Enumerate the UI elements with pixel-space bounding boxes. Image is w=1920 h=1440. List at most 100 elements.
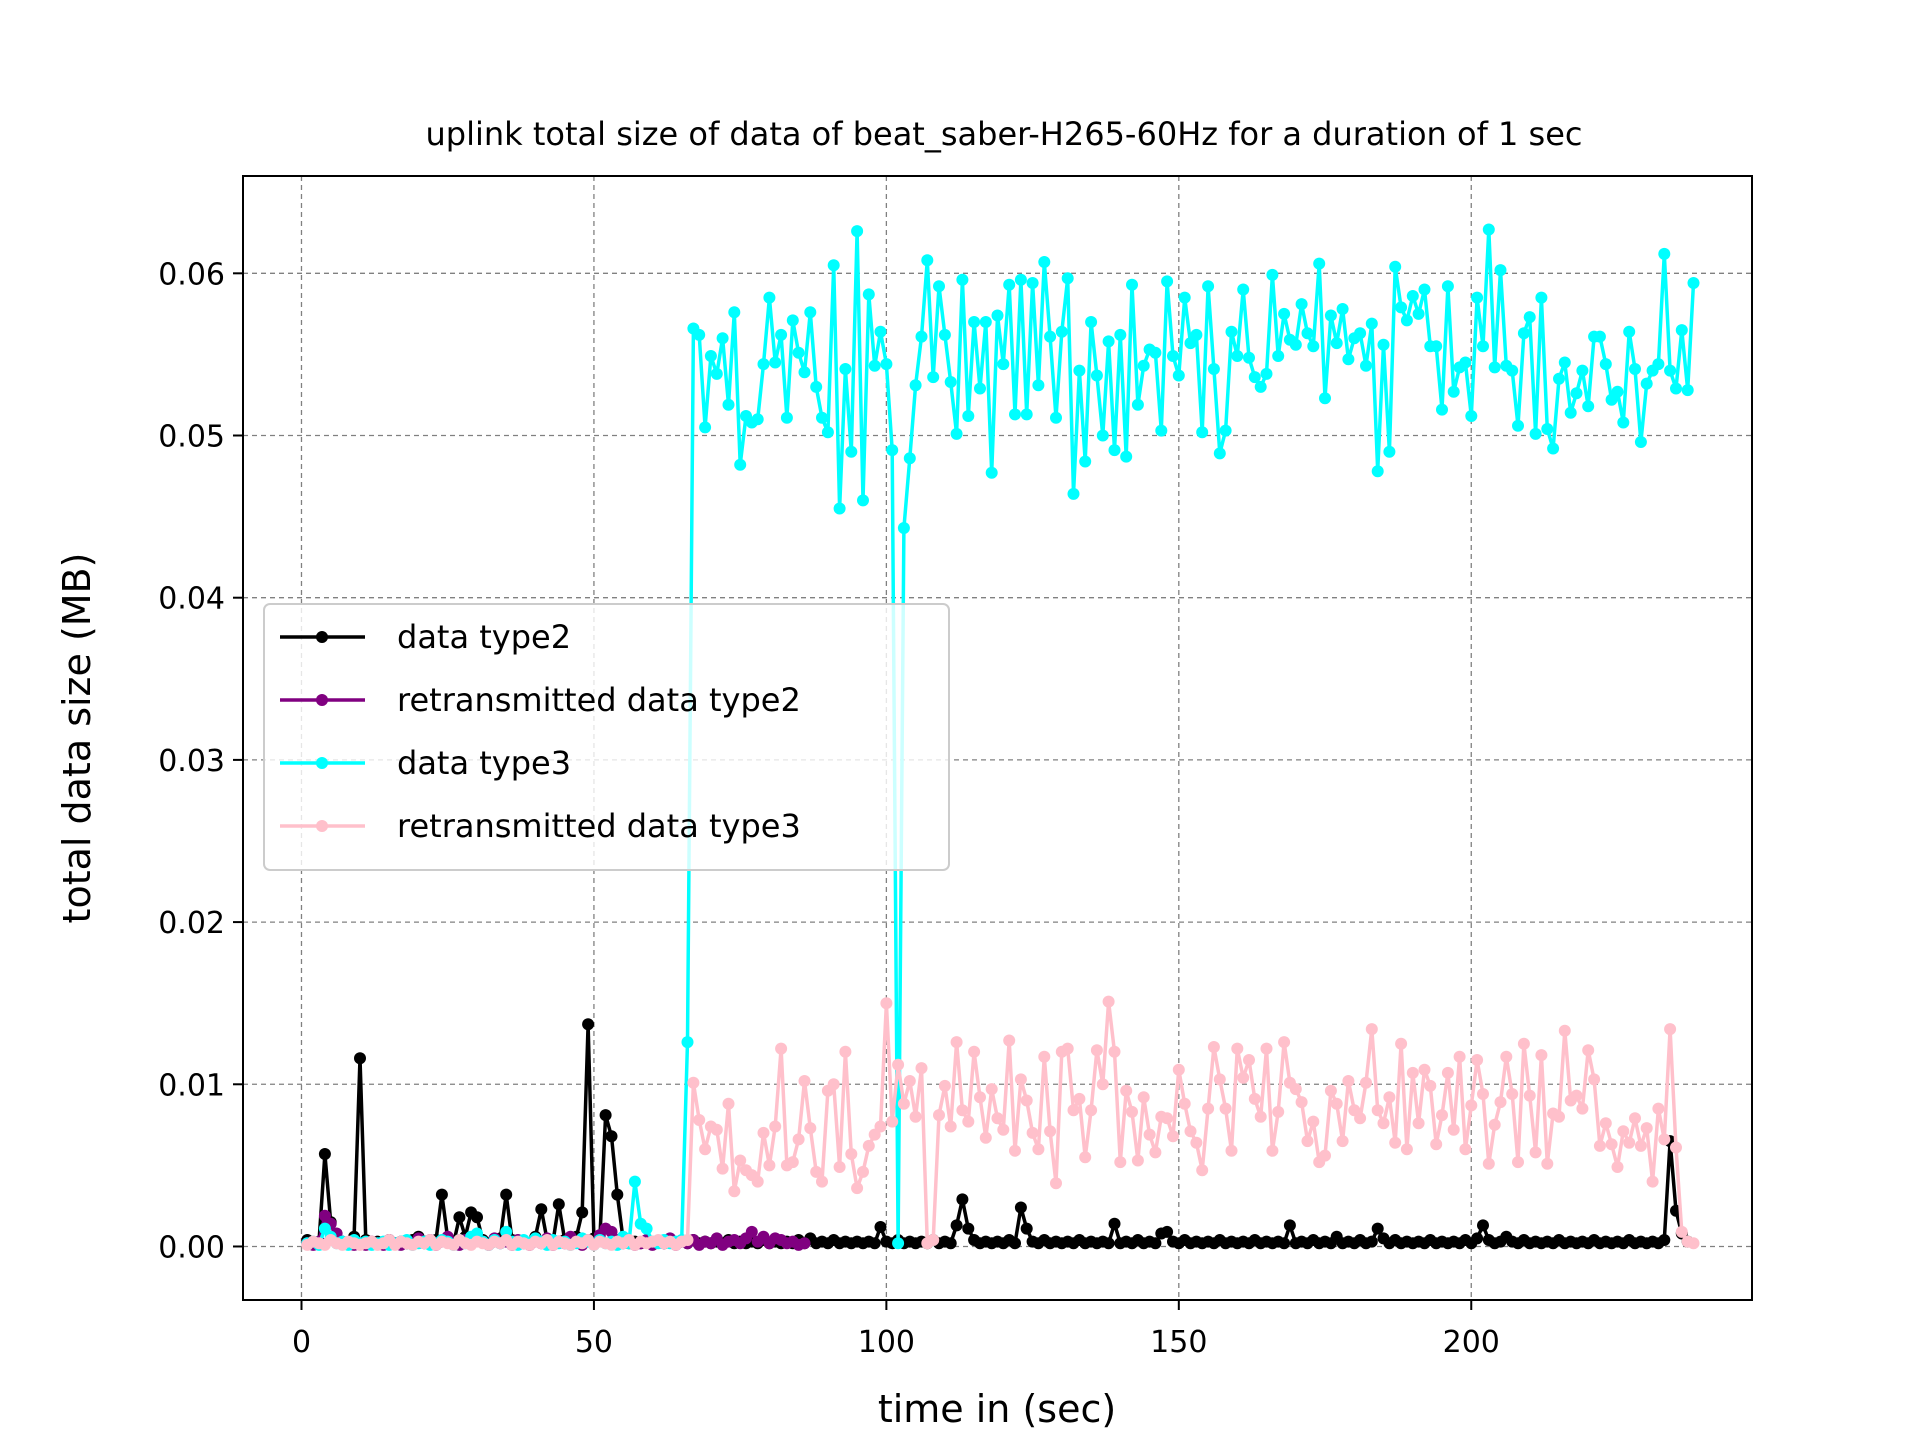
data-point (751, 1175, 764, 1188)
data-point (1477, 340, 1489, 353)
data-point (845, 445, 858, 458)
data-point (704, 350, 717, 362)
data-point (1687, 1237, 1700, 1250)
data-point (997, 1123, 1010, 1136)
y-tick-label: 0.05 (158, 420, 225, 455)
data-point (979, 1131, 992, 1144)
data-point (1161, 1225, 1174, 1238)
data-point (728, 1185, 741, 1198)
data-point (1652, 1102, 1665, 1115)
data-point (1482, 223, 1495, 236)
legend-swatch-marker (316, 820, 328, 832)
data-point (1418, 1063, 1431, 1076)
legend-label: data type3 (397, 744, 571, 782)
data-point (1231, 350, 1244, 362)
y-tick-label: 0.01 (158, 1068, 225, 1103)
data-point (435, 1188, 448, 1201)
data-point (552, 1198, 565, 1211)
data-point (535, 1203, 548, 1216)
data-point (874, 1221, 887, 1233)
data-point (1044, 330, 1057, 343)
data-point (862, 288, 875, 301)
data-point (862, 1139, 875, 1152)
data-point (745, 1225, 758, 1238)
data-point (1079, 1151, 1092, 1164)
y-tick-label: 0.04 (158, 582, 225, 617)
data-point (933, 1109, 945, 1122)
data-point (1617, 416, 1630, 429)
data-point (1529, 1146, 1542, 1159)
data-point (1120, 450, 1133, 463)
data-point (757, 358, 770, 371)
data-point (1459, 356, 1472, 369)
legend-box (263, 603, 950, 871)
data-point (1629, 1112, 1641, 1125)
data-point (1172, 1063, 1185, 1076)
data-point (874, 1120, 887, 1133)
data-point (640, 1222, 653, 1235)
data-point (1260, 367, 1273, 380)
legend-item: data type3 (280, 744, 571, 782)
data-point (1412, 307, 1425, 320)
data-point (798, 1075, 811, 1087)
data-point (599, 1109, 612, 1122)
data-point (1207, 1041, 1220, 1053)
data-point (1167, 1130, 1179, 1143)
data-point (1237, 1071, 1250, 1084)
data-point (1599, 358, 1612, 371)
data-point (1055, 325, 1068, 338)
data-point (1096, 429, 1109, 442)
x-tick-label: 100 (858, 1325, 915, 1360)
data-point (1014, 1201, 1027, 1214)
data-point (1430, 340, 1443, 353)
data-point (1266, 268, 1279, 281)
data-point (318, 1148, 331, 1160)
data-point (956, 1104, 969, 1117)
data-point (1184, 1125, 1197, 1138)
data-point (827, 1078, 840, 1091)
data-point (716, 332, 729, 345)
data-point (1061, 1042, 1074, 1055)
plot-frame (242, 175, 1753, 1301)
data-point (1108, 444, 1121, 457)
data-point (1406, 290, 1419, 302)
data-point (471, 1211, 483, 1224)
data-point (1172, 369, 1185, 382)
data-point (944, 1237, 957, 1250)
data-point (1044, 1125, 1057, 1138)
data-point (1050, 1177, 1062, 1190)
data-point (769, 356, 782, 369)
data-point (950, 1219, 963, 1232)
data-point (962, 410, 975, 422)
data-point (1570, 387, 1583, 400)
data-point (1523, 1089, 1536, 1102)
data-point (1090, 369, 1103, 382)
data-point (974, 382, 986, 395)
data-point (611, 1188, 624, 1201)
data-point (1395, 301, 1408, 314)
data-point (1319, 392, 1331, 405)
data-point (1020, 408, 1033, 421)
data-point (1225, 325, 1238, 338)
data-point (845, 1148, 858, 1160)
data-point (1161, 275, 1174, 288)
data-point (1254, 380, 1267, 393)
data-point (1336, 303, 1349, 315)
data-point (1611, 385, 1624, 398)
data-point (1512, 419, 1524, 432)
data-point (1295, 298, 1308, 311)
data-point (1073, 1092, 1086, 1105)
data-point (792, 346, 805, 359)
data-point (903, 452, 916, 465)
data-point (1634, 436, 1647, 448)
data-point (1670, 382, 1682, 395)
data-point (1196, 426, 1209, 439)
data-point (1178, 1097, 1191, 1110)
data-point (1377, 1117, 1390, 1130)
data-point (1494, 1096, 1507, 1109)
data-point (1471, 291, 1484, 304)
data-point (1190, 1136, 1203, 1149)
data-point (453, 1211, 466, 1224)
data-point (1161, 1112, 1174, 1125)
